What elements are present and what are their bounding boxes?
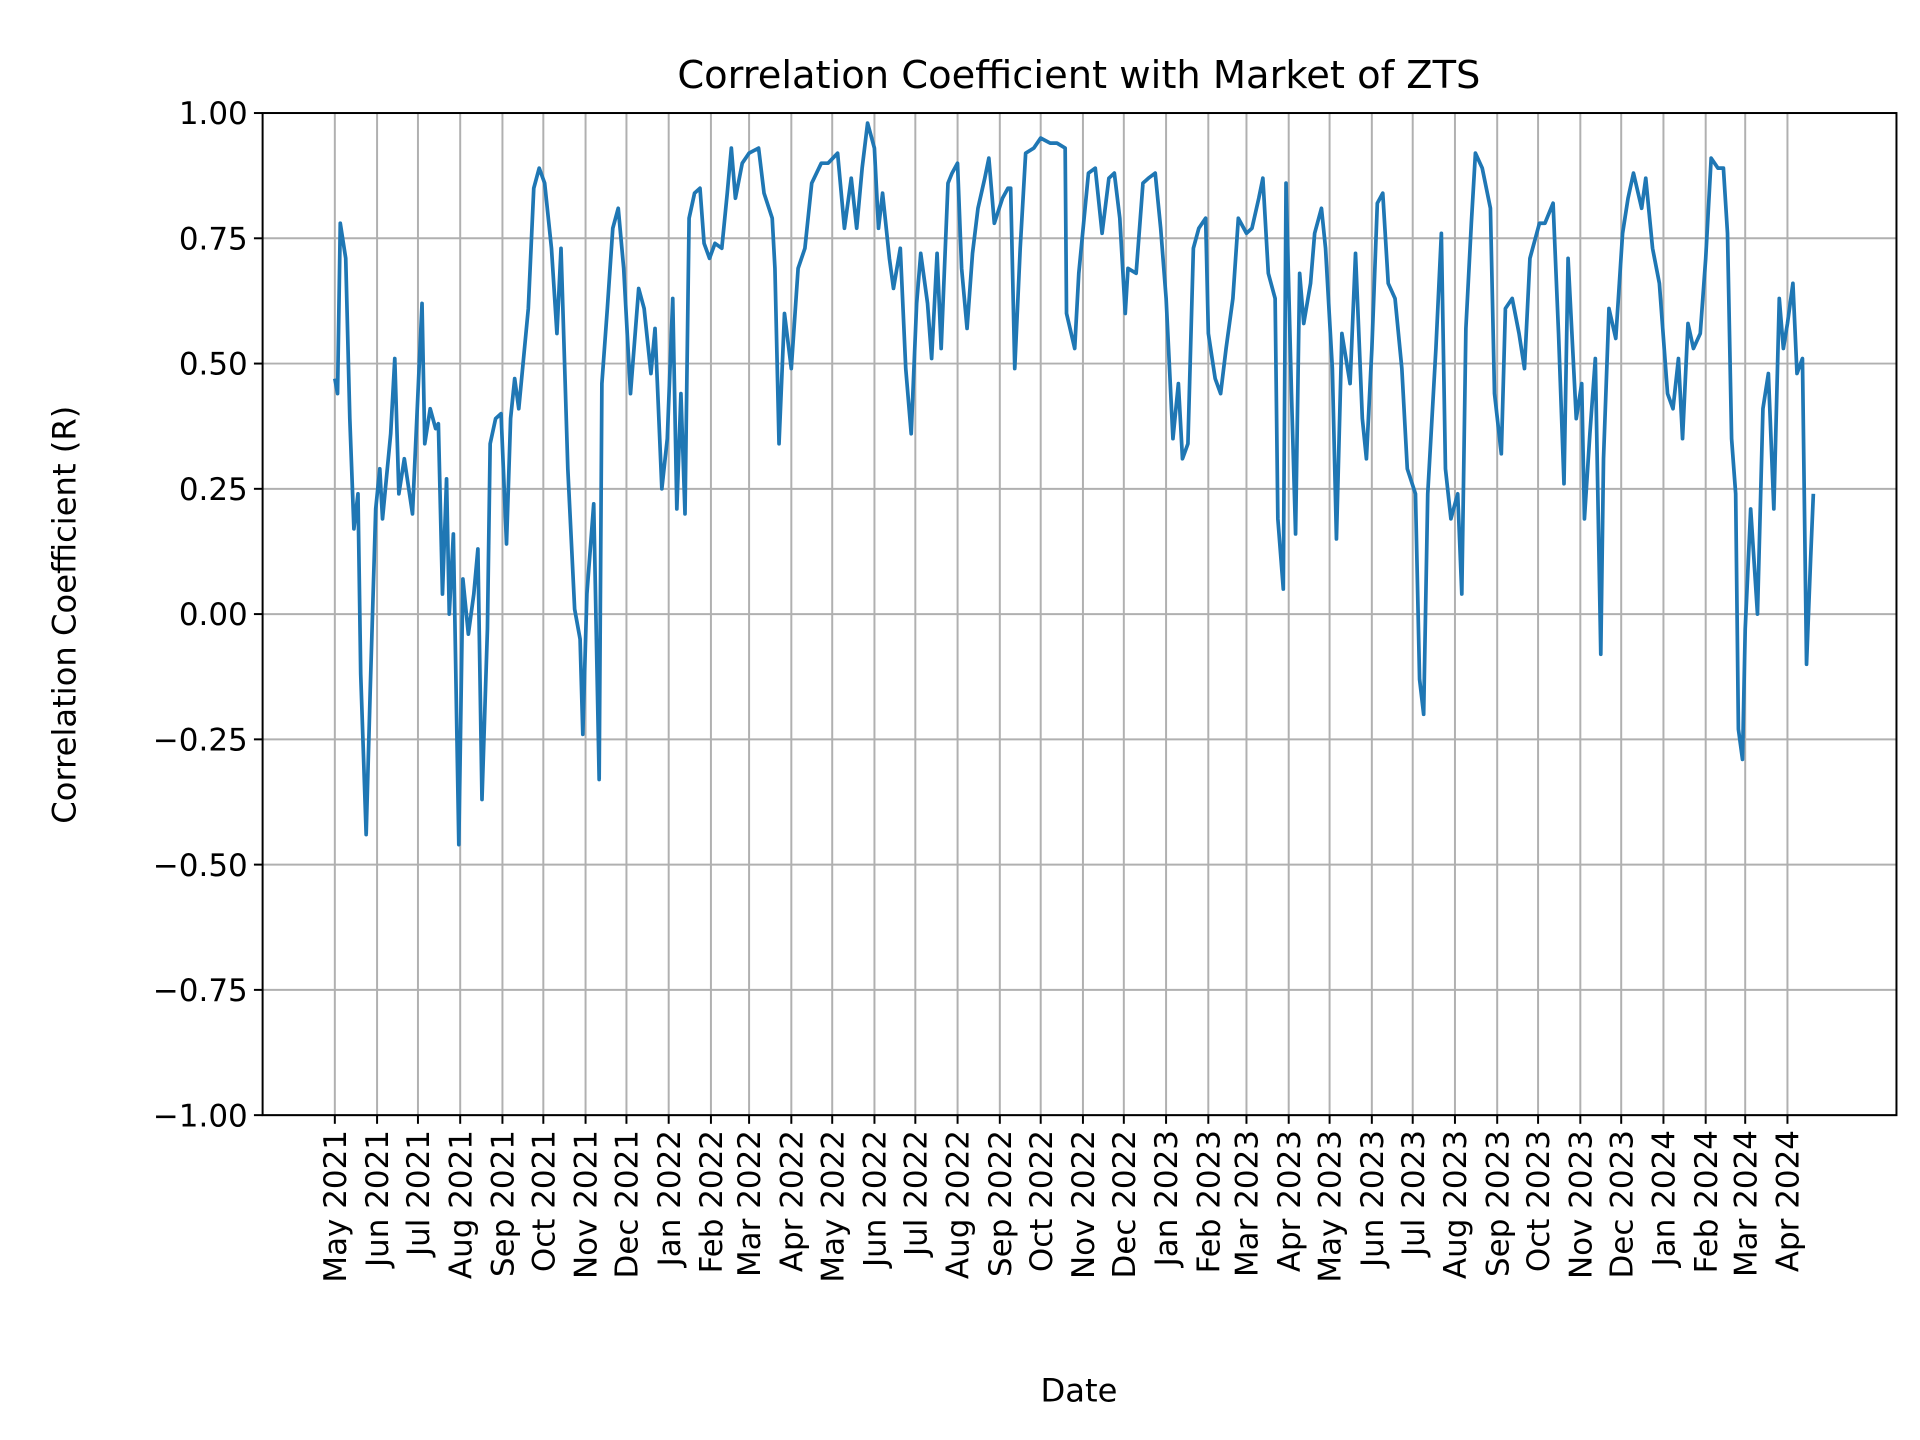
- x-tick-label: Feb 2022: [694, 1130, 730, 1273]
- x-tick-label: Feb 2024: [1689, 1130, 1725, 1273]
- x-tick-label: Oct 2023: [1521, 1130, 1557, 1272]
- y-tick-label: −0.50: [153, 848, 248, 884]
- x-tick-label: May 2021: [318, 1130, 354, 1283]
- x-tick-label: Dec 2023: [1604, 1130, 1640, 1279]
- x-axis-ticks: May 2021 Jun 2021 Jul 2021 Aug 2021 Sep 2021…: [318, 1115, 1807, 1283]
- x-tick-label: Jul 2022: [898, 1130, 934, 1258]
- x-tick-label: Nov 2022: [1066, 1130, 1102, 1279]
- x-tick-label: Jun 2023: [1355, 1130, 1391, 1269]
- y-axis-label: Correlation Coefficient (R): [46, 406, 84, 824]
- x-tick-label: Apr 2022: [774, 1130, 810, 1272]
- x-tick-label: May 2022: [815, 1130, 851, 1283]
- x-tick-label: Nov 2021: [569, 1130, 605, 1279]
- x-tick-label: Jan 2024: [1647, 1130, 1683, 1268]
- x-tick-label: Aug 2022: [941, 1130, 977, 1279]
- y-tick-label: −0.75: [153, 973, 248, 1009]
- x-tick-label: Sep 2023: [1480, 1130, 1516, 1277]
- x-tick-label: Nov 2023: [1563, 1130, 1599, 1279]
- y-tick-label: −0.25: [153, 723, 248, 759]
- x-tick-label: Jan 2022: [652, 1130, 688, 1268]
- x-tick-label: Jul 2021: [401, 1130, 437, 1258]
- x-tick-label: Jun 2021: [360, 1130, 396, 1269]
- x-tick-label: Oct 2022: [1024, 1130, 1060, 1272]
- chart-title: Correlation Coefficient with Market of Z…: [677, 53, 1480, 98]
- y-axis-ticks: −1.00 −0.75 −0.50 −0.25 0.00 0.25 0.50 0.75 1.00: [153, 96, 263, 1134]
- x-tick-label: Mar 2022: [732, 1130, 768, 1277]
- x-tick-label: Mar 2023: [1230, 1130, 1266, 1277]
- x-tick-label: May 2023: [1313, 1130, 1349, 1283]
- x-tick-label: Dec 2021: [610, 1130, 646, 1279]
- y-tick-label: 0.75: [179, 221, 248, 257]
- x-tick-label: Sep 2021: [486, 1130, 522, 1277]
- x-tick-label: Jun 2022: [858, 1130, 894, 1269]
- series-layer: [332, 121, 1816, 847]
- x-tick-label: Apr 2023: [1272, 1130, 1308, 1272]
- series-points: [334, 122, 1814, 845]
- x-tick-label: Apr 2024: [1771, 1130, 1807, 1272]
- y-tick-label: −1.00: [153, 1098, 248, 1134]
- x-tick-label: Aug 2023: [1438, 1130, 1474, 1279]
- x-tick-label: Mar 2024: [1728, 1130, 1764, 1277]
- y-tick-label: 1.00: [179, 96, 248, 132]
- y-tick-label: 0.25: [179, 472, 248, 508]
- x-tick-label: Jan 2023: [1149, 1130, 1185, 1268]
- x-tick-label: Oct 2021: [526, 1130, 562, 1272]
- x-tick-label: Dec 2022: [1107, 1130, 1143, 1279]
- y-tick-label: 0.00: [179, 597, 248, 633]
- x-tick-label: Sep 2022: [983, 1130, 1019, 1277]
- correlation-series-line: [332, 121, 1816, 847]
- x-tick-label: Feb 2023: [1191, 1130, 1227, 1273]
- y-tick-label: 0.50: [179, 347, 248, 383]
- x-axis-label: Date: [1040, 1371, 1117, 1409]
- x-tick-label: Jul 2023: [1396, 1130, 1432, 1258]
- x-tick-label: Aug 2021: [443, 1130, 479, 1279]
